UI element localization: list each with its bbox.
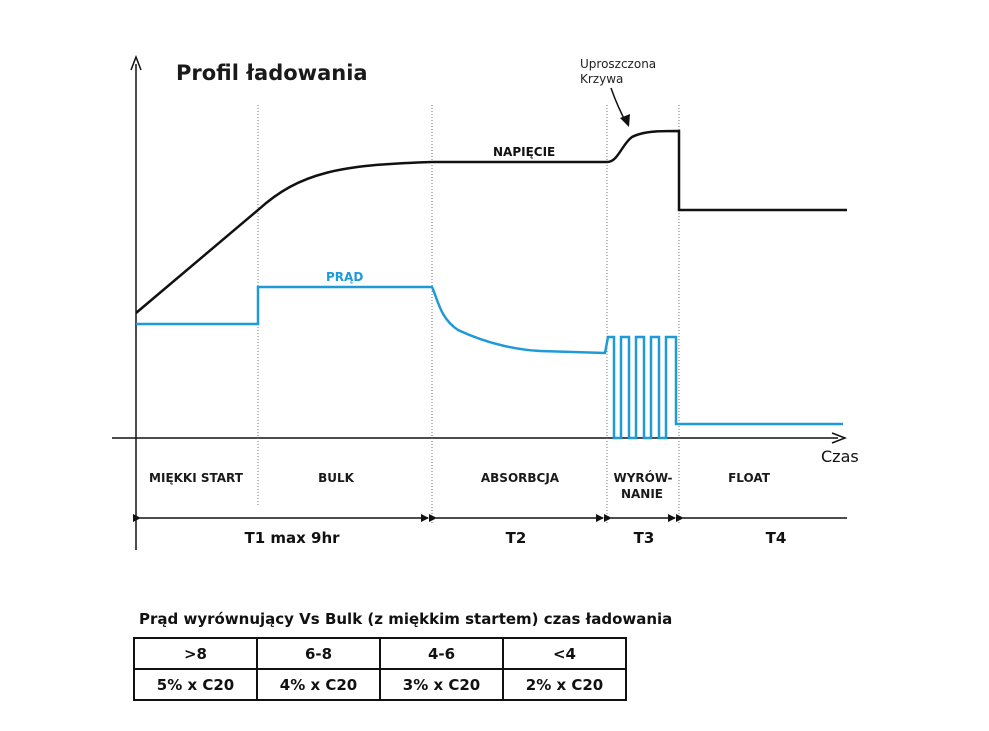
phase-label-soft-start: MIĘKKI START bbox=[149, 471, 244, 485]
period-label-t3: T3 bbox=[634, 529, 655, 547]
period-label-t1: T1 max 9hr bbox=[244, 529, 340, 547]
annotation-line-1: Uproszczona bbox=[580, 57, 656, 71]
period-label-t4: T4 bbox=[766, 529, 787, 547]
table-cell: >8 bbox=[133, 637, 258, 670]
table-cell: 5% x C20 bbox=[133, 668, 258, 701]
table-cell: 4% x C20 bbox=[256, 668, 381, 701]
x-axis-arrow bbox=[831, 432, 848, 444]
period-label-t2: T2 bbox=[506, 529, 527, 547]
table-header-row: >8 6-8 4-6 <4 bbox=[133, 637, 627, 670]
phase-label-absorption: ABSORBCJA bbox=[481, 471, 560, 485]
phase-label-equalization-2: NANIE bbox=[621, 487, 663, 501]
table-value-row: 5% x C20 4% x C20 3% x C20 2% x C20 bbox=[133, 668, 627, 701]
table-title: Prąd wyrównujący Vs Bulk (z miękkim star… bbox=[139, 610, 673, 628]
x-axis-label: Czas bbox=[821, 447, 859, 466]
diagram-title: Profil ładowania bbox=[176, 61, 368, 85]
table-cell: 4-6 bbox=[379, 637, 504, 670]
y-axis-arrow bbox=[130, 54, 142, 71]
voltage-curve bbox=[135, 129, 847, 314]
equalization-table: >8 6-8 4-6 <4 5% x C20 4% x C20 3% x C20… bbox=[133, 637, 627, 701]
current-label: PRĄD bbox=[326, 270, 363, 284]
phase-label-bulk: BULK bbox=[318, 471, 355, 485]
annotation-arrowhead bbox=[620, 114, 630, 127]
annotation-line-2: Krzywa bbox=[580, 72, 623, 86]
voltage-label: NAPIĘCIE bbox=[493, 145, 555, 159]
charging-profile-diagram: Profil ładowania Czas NAPIĘCIE PRĄD Upro… bbox=[112, 54, 859, 550]
table-cell: 6-8 bbox=[256, 637, 381, 670]
current-curve bbox=[136, 285, 843, 440]
table-cell: 2% x C20 bbox=[502, 668, 627, 701]
phase-label-equalization-1: WYRÓW- bbox=[613, 470, 672, 485]
table-cell: <4 bbox=[502, 637, 627, 670]
table-cell: 3% x C20 bbox=[379, 668, 504, 701]
phase-label-float: FLOAT bbox=[728, 471, 771, 485]
